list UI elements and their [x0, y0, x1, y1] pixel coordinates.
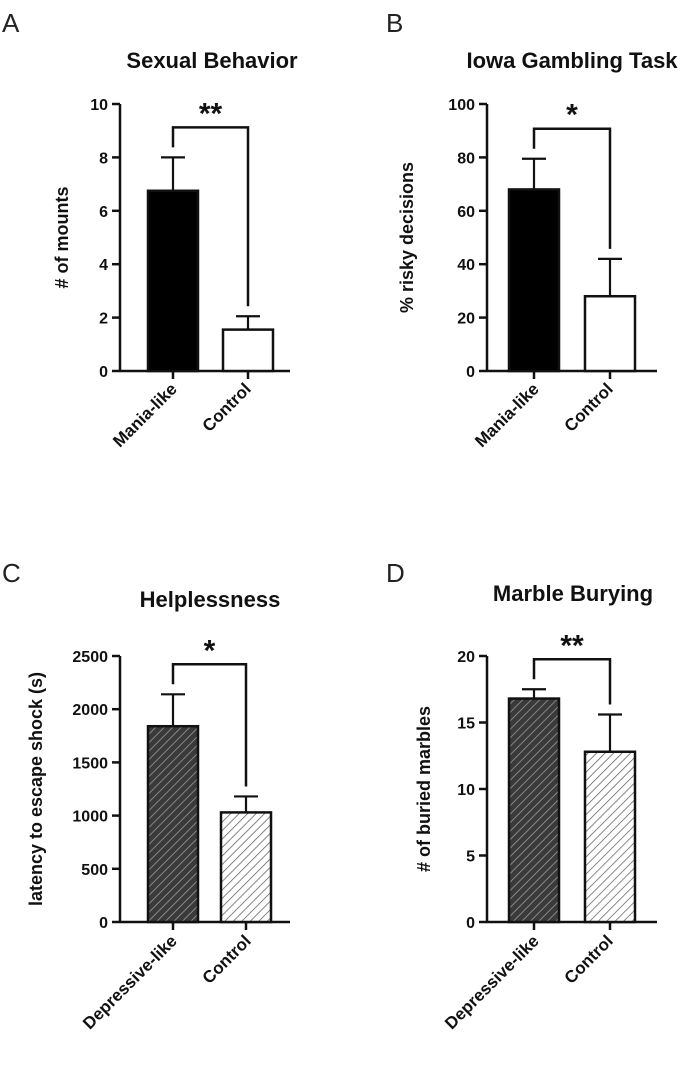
- y-tick-label: 1000: [72, 809, 108, 826]
- y-tick-label: 0: [99, 364, 108, 381]
- panel-letter: C: [2, 558, 21, 588]
- x-tick-label: Depressive-like: [79, 931, 181, 1033]
- y-tick-label: 2000: [72, 702, 108, 719]
- significance-label: **: [560, 629, 584, 662]
- bar-mania-like: [507, 188, 561, 373]
- y-tick-label: 8: [99, 150, 108, 167]
- chart-title: Helplessness: [140, 587, 281, 612]
- x-tick-label: Control: [561, 931, 617, 987]
- y-tick-label: 4: [99, 257, 108, 274]
- y-tick-label: 10: [457, 782, 475, 799]
- y-tick-label: 2: [99, 311, 108, 328]
- bar-depressive-like: [507, 697, 561, 924]
- significance-label: *: [566, 99, 578, 132]
- x-tick-label: Control: [561, 379, 617, 435]
- significance-bracket: [532, 658, 612, 705]
- x-tick-label: Mania-like: [109, 379, 181, 451]
- y-tick-label: 0: [466, 915, 475, 932]
- y-axis-label: # of buried marbles: [414, 706, 434, 872]
- y-tick-label: 60: [457, 204, 475, 221]
- y-tick-label: 20: [457, 311, 475, 328]
- y-tick-label: 0: [99, 915, 108, 932]
- x-tick-label: Mania-like: [471, 379, 543, 451]
- panel-letter: B: [386, 8, 403, 38]
- chart-title: Iowa Gambling Task: [466, 48, 678, 73]
- y-axis-label: latency to escape shock (s): [26, 672, 46, 906]
- panel-d: D Marble Burying 0 5 10 15 20 # of buried marbl…: [386, 558, 657, 1033]
- y-tick-label: 10: [90, 97, 108, 114]
- significance-bracket: [171, 126, 250, 307]
- y-tick-label: 80: [457, 150, 475, 167]
- bar-depressive-like: [146, 724, 200, 924]
- chart-title: Marble Burying: [493, 581, 653, 606]
- significance-label: **: [199, 97, 223, 130]
- x-tick-label: Control: [199, 379, 255, 435]
- significance-label: *: [204, 634, 216, 667]
- bar-control: [219, 811, 273, 924]
- chart-title: Sexual Behavior: [126, 48, 298, 73]
- y-tick-label: 500: [81, 862, 108, 879]
- y-axis-label: # of mounts: [52, 187, 72, 289]
- y-tick-label: 20: [457, 649, 475, 666]
- panels: A Sexual Behavior 0 2 4 6 8 10 # of mounts Mania-…: [2, 8, 678, 1033]
- x-tick-label: Depressive-like: [441, 931, 543, 1033]
- panel-letter: D: [386, 558, 405, 588]
- y-tick-label: 2500: [72, 649, 108, 666]
- y-tick-label: 1500: [72, 755, 108, 772]
- y-tick-label: 40: [457, 257, 475, 274]
- x-tick-label: Control: [199, 931, 255, 987]
- bar-control: [221, 328, 275, 373]
- significance-bracket: [171, 663, 248, 787]
- panel-letter: A: [2, 8, 20, 38]
- panel-c: C Helplessness 0 500 1000 1500 2000 2500 latency…: [2, 558, 290, 1033]
- y-tick-label: 15: [457, 716, 475, 733]
- bar-control: [583, 750, 637, 924]
- y-tick-label: 6: [99, 204, 108, 221]
- bar-mania-like: [146, 189, 200, 373]
- panel-b: B Iowa Gambling Task 0 20 40 60 80 100 % risky d…: [386, 8, 678, 451]
- y-tick-label: 0: [466, 364, 475, 381]
- y-tick-label: 5: [466, 849, 475, 866]
- significance-bracket: [532, 127, 612, 249]
- panel-a: A Sexual Behavior 0 2 4 6 8 10 # of mounts Mania-…: [2, 8, 298, 451]
- bar-control: [583, 294, 637, 373]
- y-tick-label: 100: [448, 97, 475, 114]
- y-axis-label: % risky decisions: [397, 162, 417, 313]
